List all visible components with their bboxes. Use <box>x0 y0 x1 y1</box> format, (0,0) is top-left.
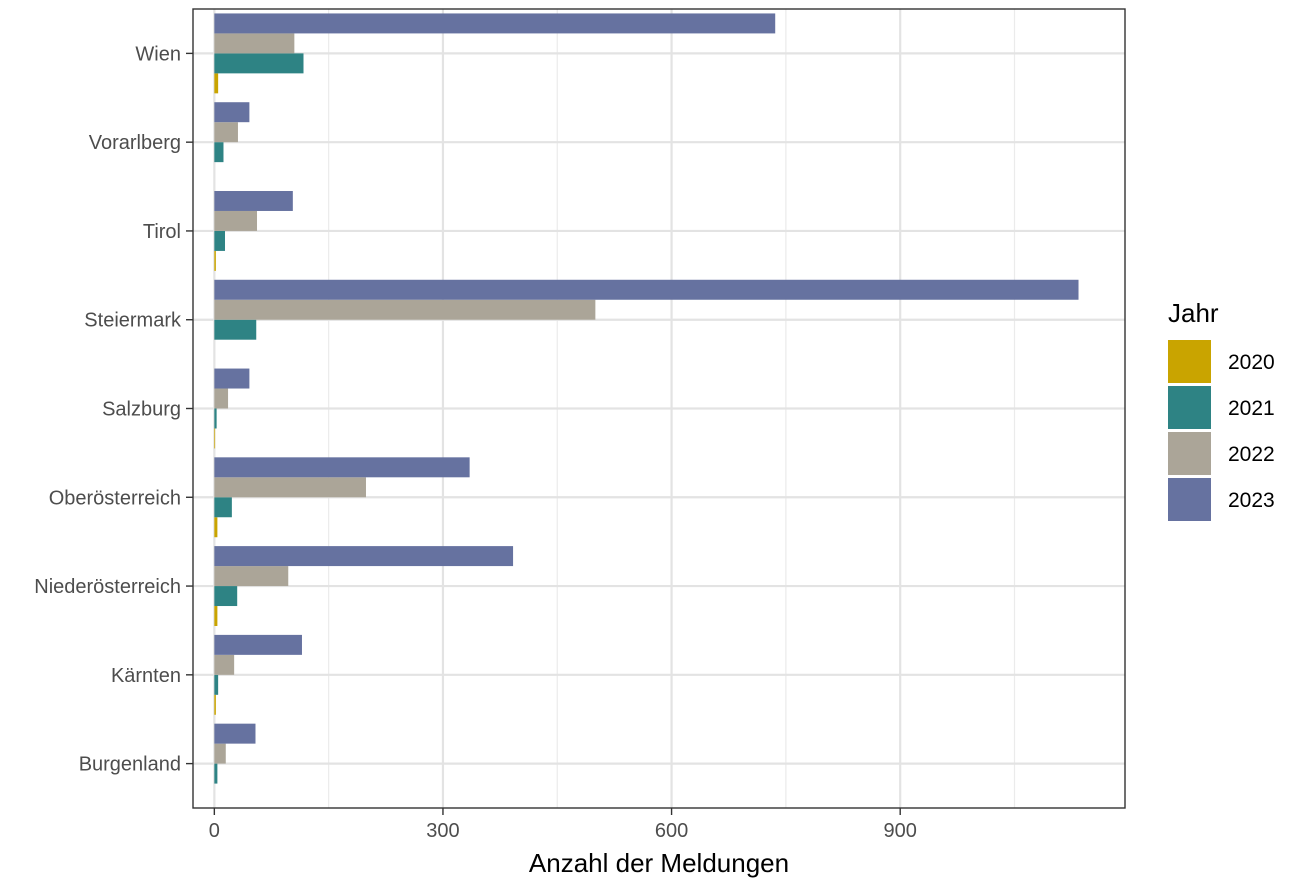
bar-2023 <box>214 457 470 478</box>
bar-2020 <box>214 73 219 94</box>
y-tick-label: Tirol <box>143 221 181 243</box>
y-tick-label: Oberösterreich <box>49 487 181 509</box>
y-tick-label: Salzburg <box>102 399 181 421</box>
y-tick-label: Steiermark <box>84 310 182 332</box>
bar-2022 <box>214 654 235 675</box>
y-tick-label: Niederösterreich <box>34 576 181 598</box>
bar-2022 <box>214 122 238 143</box>
legend-label-2020: 2020 <box>1228 351 1275 374</box>
bar-2022 <box>214 743 226 764</box>
bar-2020 <box>214 606 218 627</box>
bar-2022 <box>214 388 229 409</box>
legend-key-2021 <box>1168 386 1211 429</box>
legend-label-2022: 2022 <box>1228 443 1275 466</box>
bar-2023 <box>214 368 250 389</box>
y-tick-label: Vorarlberg <box>89 132 181 154</box>
y-axis: Burgenland Kärnten Niederösterreich Oberöst… <box>34 43 193 776</box>
y-tick-label: Kärnten <box>111 665 181 687</box>
bar-2021 <box>214 53 304 74</box>
bar-2021 <box>214 319 257 340</box>
bar-2020 <box>214 428 216 449</box>
legend-key-2020 <box>1168 340 1211 383</box>
bar-2022 <box>214 33 295 54</box>
bar-2022 <box>214 566 289 587</box>
bar-2023 <box>214 634 302 655</box>
x-tick-label: 900 <box>884 820 917 842</box>
bar-2022 <box>214 210 258 231</box>
bar-2021 <box>214 586 238 607</box>
x-tick-label: 300 <box>426 820 459 842</box>
x-axis-title: Anzahl der Meldungen <box>529 848 789 878</box>
bar-2021 <box>214 674 219 695</box>
y-tick-label: Wien <box>135 43 181 65</box>
x-tick-label: 600 <box>655 820 688 842</box>
legend-key-2023 <box>1168 478 1211 521</box>
legend-key-2022 <box>1168 432 1211 475</box>
legend-label-2021: 2021 <box>1228 397 1275 420</box>
bar-2023 <box>214 13 776 34</box>
major-gridlines <box>193 9 1125 808</box>
bar-2021 <box>214 230 226 251</box>
bar-2021 <box>214 497 232 518</box>
bar-2023 <box>214 546 514 567</box>
bar-2023 <box>214 279 1079 300</box>
bar-2020 <box>214 250 216 271</box>
bar-2020 <box>214 694 216 715</box>
bars <box>214 13 1079 784</box>
bar-2023 <box>214 190 293 211</box>
legend-label-2023: 2023 <box>1228 489 1275 512</box>
x-axis: 0 300 600 900 <box>209 808 917 842</box>
bar-2023 <box>214 723 256 744</box>
x-tick-label: 0 <box>209 820 220 842</box>
bar-2022 <box>214 299 596 320</box>
bar-2021 <box>214 763 218 784</box>
legend: Jahr 2020 2021 2022 2023 <box>1168 298 1275 521</box>
bar-2022 <box>214 477 366 498</box>
bar-2023 <box>214 102 250 123</box>
legend-title: Jahr <box>1168 298 1219 328</box>
y-tick-label: Burgenland <box>79 754 181 776</box>
bar-2020 <box>214 517 218 538</box>
bar-2021 <box>214 408 217 429</box>
bar-2021 <box>214 142 224 163</box>
